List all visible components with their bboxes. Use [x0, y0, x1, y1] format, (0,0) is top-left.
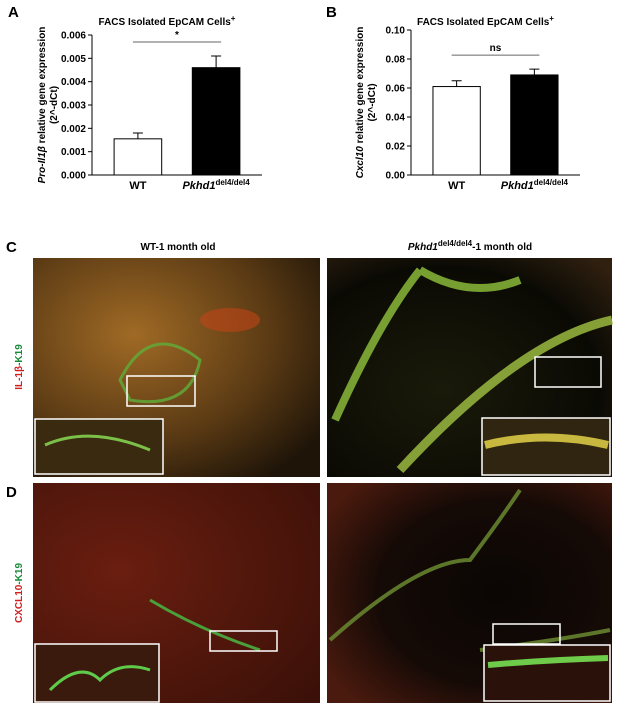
significance-label: ns [490, 43, 502, 54]
y-axis-label: Pro-Il1β relative gene expression [37, 27, 48, 184]
bar [113, 138, 163, 176]
x-tick-label: WT [129, 180, 146, 192]
label-part: -K19 [14, 344, 25, 366]
y-tick-label: 0.02 [386, 142, 406, 153]
label-part: Pkhd1 [408, 242, 438, 253]
label-part: -K19 [14, 563, 25, 585]
chart-title: FACS Isolated EpCAM Cells+ [99, 14, 236, 29]
label-part: + [231, 14, 236, 23]
error-bar [211, 55, 222, 68]
label-part: Pkhd1 [182, 180, 215, 192]
y-tick-label: 0.000 [61, 171, 86, 182]
chart-title: FACS Isolated EpCAM Cells+ [417, 14, 554, 29]
micrograph-d-mutant [327, 483, 612, 703]
panel-letter: C [6, 239, 17, 256]
row-label: CXCL10-K19 [14, 563, 25, 623]
label-part: FACS Isolated EpCAM Cells [99, 17, 232, 28]
bar [510, 74, 559, 176]
x-tick-label: Pkhd1del4/del4 [501, 178, 569, 193]
y-tick-label: 0.006 [61, 31, 86, 42]
bar [432, 86, 481, 176]
label-part: Pkhd1 [501, 180, 534, 192]
y-tick-label: 0.04 [386, 113, 406, 124]
row-label: IL-1β-K19 [14, 344, 25, 390]
x-tick-label: WT [448, 180, 465, 192]
label-part: Pro-Il1β [37, 146, 48, 183]
label-part: CXCL10 [14, 584, 25, 623]
y-tick-label: 0.003 [61, 101, 86, 112]
y-tick-label: 0.10 [386, 26, 406, 37]
y-axis-label: Cxcl10 relative gene expression [355, 27, 366, 179]
micrograph-c-wt [33, 258, 320, 477]
y-tick-label: 0.004 [61, 77, 86, 88]
micrograph-d-wt [33, 483, 320, 703]
y-axis-label: (2^-dCt) [49, 86, 60, 124]
y-tick-label: 0.002 [61, 124, 86, 135]
label-part: IL-1β [14, 366, 25, 390]
panel-letter: D [6, 484, 17, 501]
panel-letter: A [8, 4, 19, 21]
label-part: Cxcl10 [355, 146, 366, 179]
y-tick-label: 0.001 [61, 147, 86, 158]
micrograph-c-mutant [327, 258, 613, 477]
error-bar [451, 80, 462, 87]
column-header: WT-1 month old [141, 242, 216, 253]
y-tick-label: 0.00 [386, 171, 406, 182]
y-tick-label: 0.06 [386, 84, 406, 95]
significance-label: * [175, 30, 179, 41]
label-part: + [549, 14, 554, 23]
label-part: del4/del4 [438, 239, 473, 248]
error-bar [132, 132, 143, 139]
label-part: del4/del4 [534, 178, 569, 187]
label-part: del4/del4 [215, 178, 250, 187]
y-axis-label: (2^-dCt) [367, 83, 378, 121]
error-bar [529, 68, 540, 75]
x-tick-label: Pkhd1del4/del4 [182, 178, 250, 193]
y-tick-label: 0.005 [61, 54, 86, 65]
panel-letter: B [326, 4, 337, 21]
label-part: -1 month old [472, 242, 532, 253]
bar [191, 67, 241, 176]
label-part: relative gene expression [37, 27, 48, 147]
column-header: Pkhd1del4/del4-1 month old [408, 239, 532, 254]
label-part: relative gene expression [355, 27, 366, 147]
label-part: FACS Isolated EpCAM Cells [417, 17, 550, 28]
y-tick-label: 0.08 [386, 55, 406, 66]
